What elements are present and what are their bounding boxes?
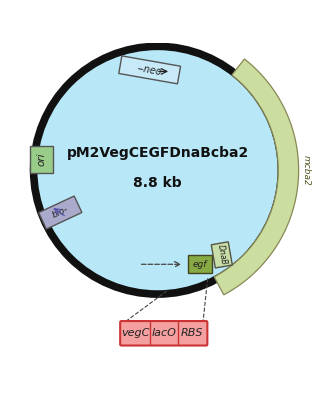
Text: ori: ori xyxy=(37,152,47,166)
Bar xyxy=(119,56,180,84)
Bar xyxy=(30,146,53,172)
Text: 8.8 kb: 8.8 kb xyxy=(133,176,182,190)
Bar xyxy=(39,196,82,229)
Text: RBS: RBS xyxy=(181,328,203,338)
Text: --neo: --neo xyxy=(136,63,163,77)
Text: lacO: lacO xyxy=(151,328,176,338)
Text: blo-: blo- xyxy=(51,205,70,220)
Bar xyxy=(211,242,232,268)
Text: vegC: vegC xyxy=(121,328,150,338)
Text: mcba2: mcba2 xyxy=(302,155,311,186)
Text: egf: egf xyxy=(193,260,207,269)
FancyBboxPatch shape xyxy=(120,321,207,346)
Text: pM2VegCEGFDnaBcba2: pM2VegCEGFDnaBcba2 xyxy=(66,146,249,160)
Text: DnaB: DnaB xyxy=(215,244,228,266)
Circle shape xyxy=(34,46,281,294)
Polygon shape xyxy=(214,59,299,295)
Bar xyxy=(188,255,212,273)
